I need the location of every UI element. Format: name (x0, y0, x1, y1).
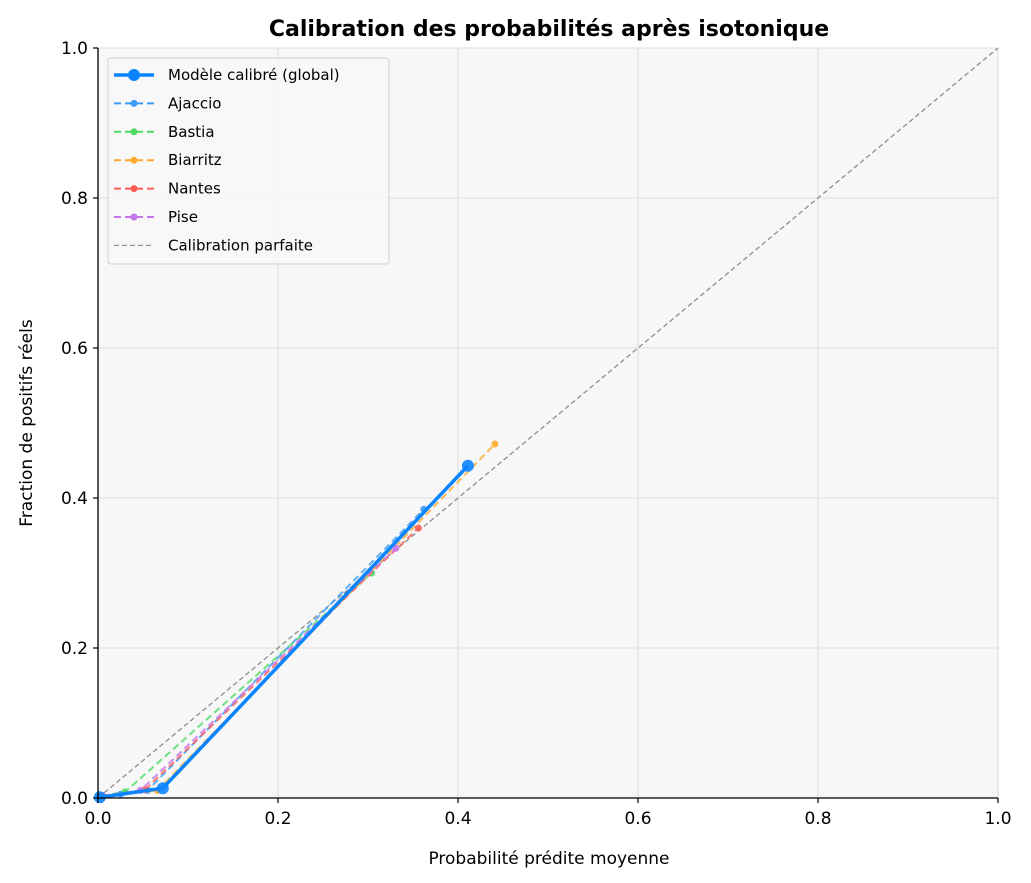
legend-label: Calibration parfaite (168, 236, 313, 254)
x-axis-label: Probabilité prédite moyenne (428, 849, 669, 869)
y-tick-label: 0.6 (61, 339, 88, 359)
data-series (93, 47, 999, 804)
legend-label: Biarritz (168, 151, 222, 169)
legend-item: Bastia (114, 123, 215, 141)
grid-lines (97, 47, 999, 799)
x-axis-ticks: 0.0 0.2 0.4 0.6 0.8 1.0 (84, 798, 1012, 829)
legend-label: Pise (168, 208, 198, 226)
y-tick-label: 0.2 (61, 639, 88, 659)
x-tick-label: 0.2 (264, 809, 291, 829)
data-point (156, 782, 169, 795)
legend-label: Bastia (168, 123, 215, 141)
legend: Modèle calibré (global) Ajaccio Bastia Biar… (107, 57, 390, 265)
axes (97, 48, 998, 799)
data-point (93, 791, 106, 804)
legend-label: Ajaccio (168, 94, 221, 112)
y-tick-label: 0.8 (61, 189, 88, 209)
x-tick-label: 0.0 (84, 809, 111, 829)
legend-item: Ajaccio (114, 94, 221, 112)
legend-label: Nantes (168, 180, 221, 198)
data-point (414, 524, 422, 532)
x-tick-label: 0.4 (444, 809, 471, 829)
data-point (461, 459, 474, 472)
data-point (491, 440, 499, 448)
series-line (97, 47, 999, 799)
x-tick-label: 0.8 (804, 809, 831, 829)
x-tick-label: 1.0 (984, 809, 1011, 829)
legend-item: Nantes (114, 180, 221, 198)
data-point (392, 544, 400, 552)
legend-label: Modèle calibré (global) (168, 66, 340, 84)
y-tick-label: 0.4 (61, 489, 88, 509)
y-axis-label: Fraction de positifs réels (17, 319, 37, 527)
y-axis-ticks: 0.0 0.2 0.4 0.6 0.8 1.0 (61, 39, 98, 809)
chart-title: Calibration des probabilités après isoto… (269, 17, 829, 42)
legend-item: Pise (114, 208, 198, 226)
legend-item: Calibration parfaite (114, 236, 313, 254)
legend-item: Modèle calibré (global) (114, 66, 340, 84)
y-tick-label: 0.0 (61, 789, 88, 809)
legend-item: Biarritz (114, 151, 222, 169)
x-tick-label: 0.6 (624, 809, 651, 829)
y-tick-label: 1.0 (61, 39, 88, 59)
